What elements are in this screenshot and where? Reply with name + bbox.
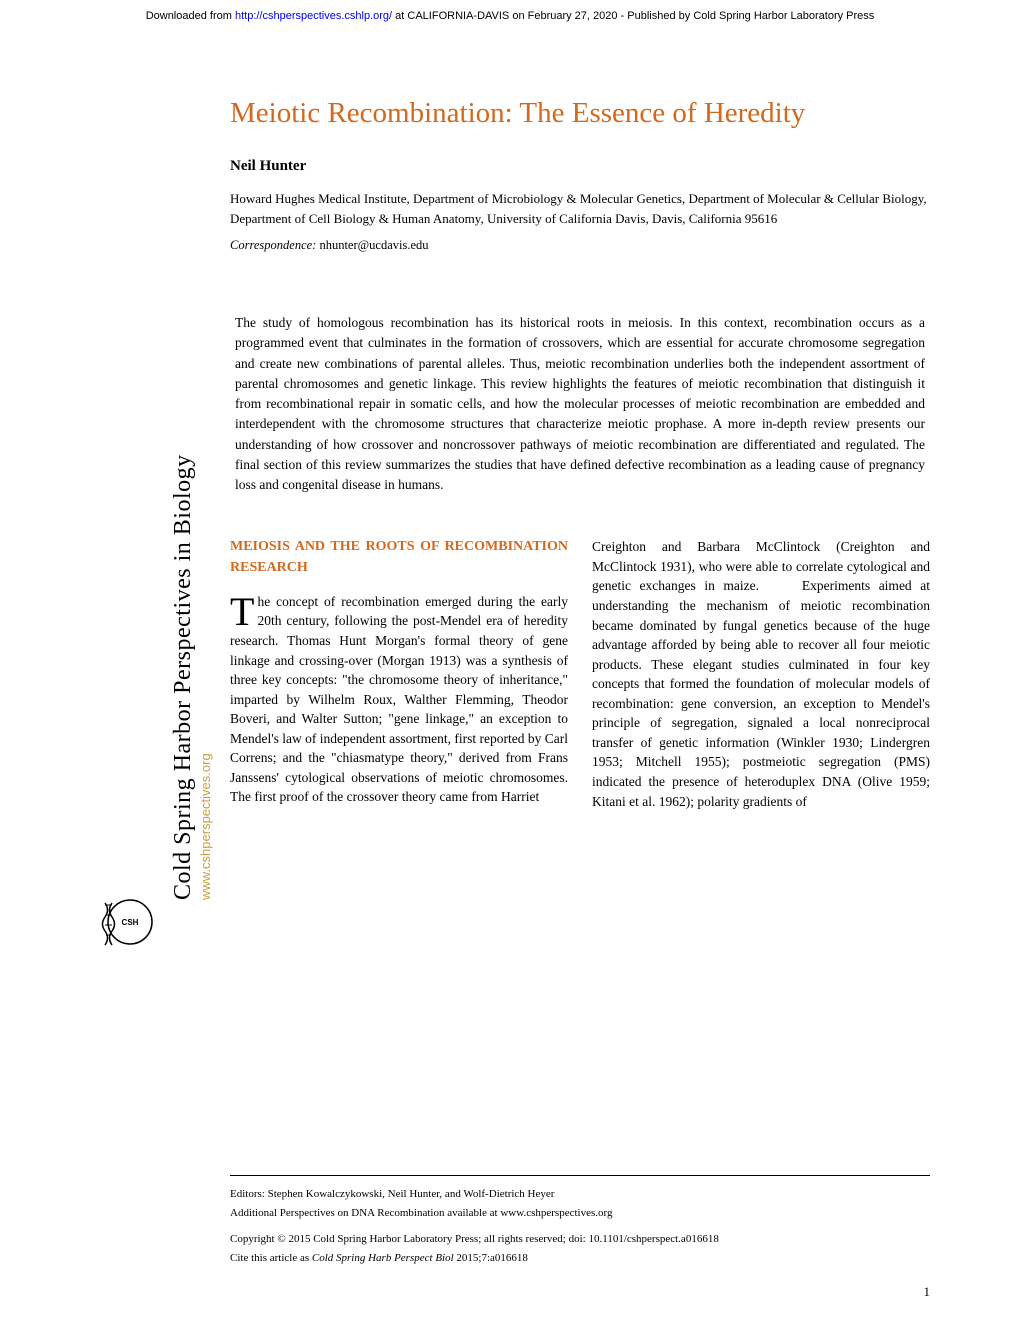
footer-editors: Editors: Stephen Kowalczykowski, Neil Hu… [230,1186,930,1204]
journal-title-vertical: Cold Spring Harbor Perspectives in Biolo… [170,454,197,900]
footer-additional: Additional Perspectives on DNA Recombina… [230,1205,930,1223]
header-suffix: at CALIFORNIA-DAVIS on February 27, 2020… [392,10,874,22]
body-paragraph-2: Creighton and Barbara McClintock (Creigh… [592,537,930,811]
journal-url-vertical: www.cshperspectives.org [198,753,213,900]
column-left: MEIOSIS AND THE ROOTS OF RECOMBINATION R… [230,537,568,811]
main-content: Meiotic Recombination: The Essence of He… [230,27,930,811]
footer-copyright: Copyright © 2015 Cold Spring Harbor Labo… [230,1231,930,1249]
header-url-link[interactable]: http://cshperspectives.cshlp.org/ [235,10,392,22]
author-name: Neil Hunter [230,158,930,175]
download-header: Downloaded from http://cshperspectives.c… [0,0,1020,27]
article-title: Meiotic Recombination: The Essence of He… [230,97,930,130]
csh-logo: CSH [100,895,155,950]
correspondence-email: nhunter@ucdavis.edu [319,238,428,252]
body-paragraph-1: The concept of recombination emerged dur… [230,592,568,807]
affiliation: Howard Hughes Medical Institute, Departm… [230,189,930,228]
correspondence: Correspondence: nhunter@ucdavis.edu [230,238,930,253]
svg-text:CSH: CSH [122,918,139,927]
correspondence-label: Correspondence: [230,238,316,252]
section-heading: MEIOSIS AND THE ROOTS OF RECOMBINATION R… [230,537,568,578]
footer: Editors: Stephen Kowalczykowski, Neil Hu… [230,1175,930,1270]
abstract: The study of homologous recombination ha… [230,313,930,495]
page-number: 1 [924,1284,931,1300]
dropcap: T [230,592,257,629]
body-columns: MEIOSIS AND THE ROOTS OF RECOMBINATION R… [230,537,930,811]
header-prefix: Downloaded from [146,10,235,22]
body-text-1: he concept of recombination emerged duri… [230,594,568,805]
column-right: Creighton and Barbara McClintock (Creigh… [592,537,930,811]
footer-cite: Cite this article as Cold Spring Harb Pe… [230,1250,930,1268]
journal-sidebar: Cold Spring Harbor Perspectives in Biolo… [30,370,210,930]
